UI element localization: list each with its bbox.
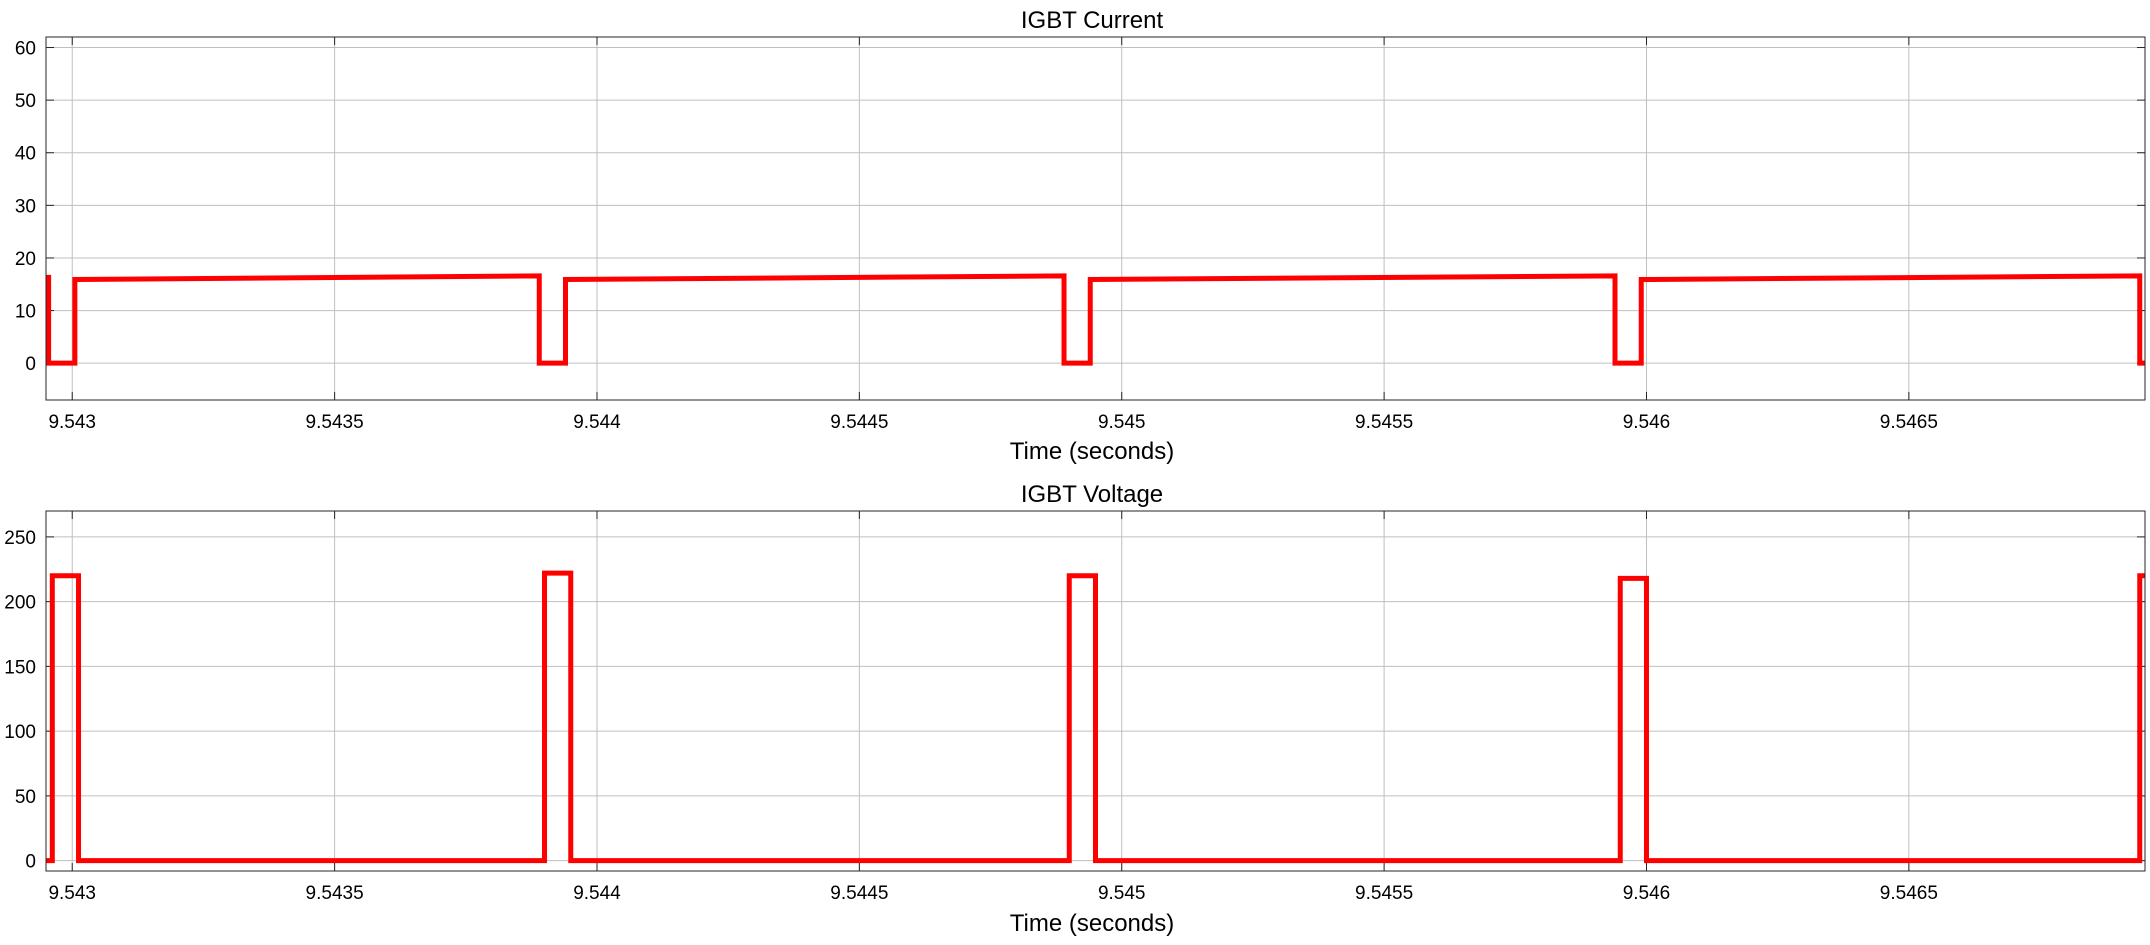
series-line — [46, 273, 2145, 366]
x-tick-label: 9.5455 — [1355, 883, 1413, 904]
y-tick-label: 100 — [4, 722, 36, 743]
y-tick-label: 0 — [25, 354, 36, 375]
y-tick-label: 30 — [15, 196, 36, 217]
y-tick-label: 0 — [25, 852, 36, 873]
y-tick-label: 50 — [15, 787, 36, 808]
current-panel: IGBT Current Time (seconds) 9.543 9.5435 9… — [15, 7, 2146, 465]
chart-title: IGBT Current — [1021, 7, 1164, 34]
y-tick-label: 60 — [15, 39, 36, 60]
x-tick-label: 9.545 — [1098, 412, 1146, 433]
y-tick-label: 40 — [15, 144, 36, 165]
plot-area — [46, 37, 2145, 400]
x-axis-label: Time (seconds) — [1010, 910, 1174, 937]
x-tick-label: 9.5465 — [1880, 883, 1938, 904]
y-tick-label: 250 — [4, 528, 36, 549]
voltage-panel: IGBT Voltage Time (seconds) 9.543 9.5435 9… — [4, 481, 2146, 937]
x-tick-label: 9.5465 — [1880, 412, 1938, 433]
x-tick-label: 9.546 — [1623, 412, 1671, 433]
y-tick-label: 200 — [4, 593, 36, 614]
x-tick-label: 9.5435 — [306, 412, 364, 433]
axes-box — [45, 510, 2146, 872]
y-tick-label: 150 — [4, 657, 36, 678]
x-tick-label: 9.5435 — [306, 883, 364, 904]
y-tick-label: 10 — [15, 302, 36, 323]
series-line — [46, 570, 2145, 864]
axes-box — [45, 36, 2146, 401]
y-tick-label: 20 — [15, 249, 36, 270]
x-tick-label: 9.5445 — [830, 412, 888, 433]
x-tick-label: 9.543 — [48, 412, 96, 433]
x-tick-label: 9.5455 — [1355, 412, 1413, 433]
chart-title: IGBT Voltage — [1021, 481, 1163, 508]
y-tick-label: 50 — [15, 91, 36, 112]
x-axis-label: Time (seconds) — [1010, 438, 1174, 465]
x-tick-label: 9.543 — [48, 883, 96, 904]
x-tick-label: 9.546 — [1623, 883, 1671, 904]
x-tick-label: 9.544 — [573, 412, 621, 433]
x-tick-label: 9.545 — [1098, 883, 1146, 904]
x-tick-label: 9.544 — [573, 883, 621, 904]
x-tick-label: 9.5445 — [830, 883, 888, 904]
